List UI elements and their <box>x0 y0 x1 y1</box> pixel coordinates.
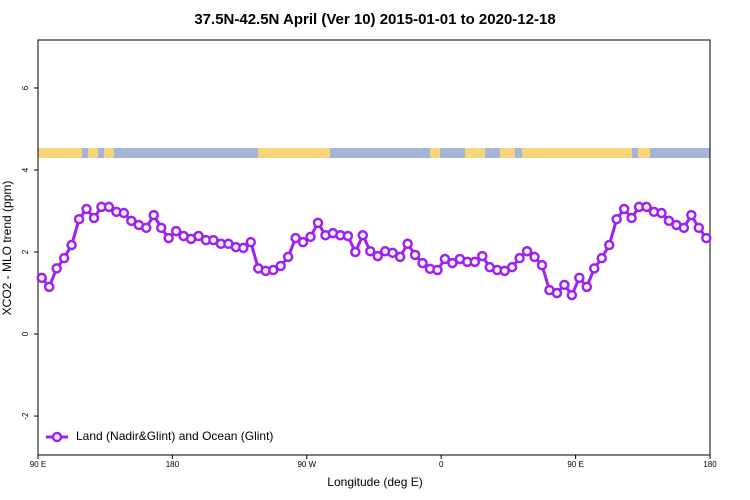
data-point <box>245 236 257 248</box>
y-tick-label: 0 <box>21 331 30 336</box>
x-tick-label: 180 <box>166 460 180 469</box>
data-point <box>58 252 70 264</box>
data-point <box>581 281 593 293</box>
data-point <box>282 251 294 263</box>
data-point <box>312 217 324 229</box>
data-point <box>432 264 443 276</box>
data-point <box>342 230 354 242</box>
data-point <box>514 252 525 264</box>
plot-frame <box>37 39 711 456</box>
x-tick-label: 90 E <box>567 460 583 469</box>
x-tick-label: 180 <box>703 460 717 469</box>
data-point <box>394 251 406 263</box>
y-tick-label: -2 <box>21 412 30 420</box>
data-point <box>118 207 130 219</box>
data-point <box>305 231 316 243</box>
data-point <box>81 203 92 215</box>
data-point <box>66 239 77 251</box>
data-point <box>357 229 369 241</box>
data-point <box>365 245 376 257</box>
data-point <box>551 287 563 299</box>
data-point <box>447 257 458 269</box>
data-point <box>193 230 204 242</box>
data-point <box>290 232 301 244</box>
y-tick-label: 6 <box>21 85 30 90</box>
legend-label: Land (Nadir&Glint) and Ocean (Glint) <box>76 429 273 443</box>
data-point <box>103 201 115 213</box>
data-point <box>409 249 421 261</box>
data-point <box>155 222 167 234</box>
data-point <box>402 238 413 250</box>
data-point <box>170 225 182 237</box>
data-point <box>417 257 428 269</box>
data-point <box>43 281 55 293</box>
data-point <box>536 259 548 271</box>
data-point <box>372 250 383 262</box>
y-tick-label: 2 <box>21 249 30 254</box>
land-ocean-strip <box>38 148 710 158</box>
legend-marker <box>51 431 63 443</box>
data-point <box>618 203 630 215</box>
data-point <box>267 264 279 276</box>
data-point <box>469 256 481 268</box>
data-point <box>275 260 286 272</box>
data-point <box>574 272 585 284</box>
data-point <box>36 272 47 284</box>
data-point <box>163 232 174 244</box>
data-point <box>626 212 637 224</box>
data-point <box>603 239 615 251</box>
data-point <box>596 252 607 264</box>
data-point <box>566 289 578 301</box>
data-point <box>611 213 622 225</box>
data-point <box>506 261 518 273</box>
x-axis-label: Longitude (deg E) <box>327 475 422 489</box>
data-point <box>656 207 667 219</box>
data-point <box>529 251 540 263</box>
data-point <box>126 215 137 227</box>
data-point <box>297 236 309 248</box>
data-point <box>663 215 675 227</box>
data-point <box>88 212 100 224</box>
chart-title: 37.5N-42.5N April (Ver 10) 2015-01-01 to… <box>194 11 555 28</box>
data-point <box>73 213 85 225</box>
data-point <box>693 222 705 234</box>
data-point <box>701 232 712 244</box>
data-point <box>678 222 690 234</box>
data-point <box>477 250 488 262</box>
y-tick-label: 4 <box>21 167 30 172</box>
data-point <box>641 201 652 213</box>
data-point <box>51 263 62 274</box>
data-point <box>559 279 570 291</box>
data-point <box>439 253 451 265</box>
data-point <box>238 242 249 254</box>
x-tick-label: 0 <box>439 460 444 469</box>
data-point <box>686 209 697 221</box>
y-axis-label: XCO2 - MLO trend (ppm) <box>0 181 14 316</box>
data-point <box>387 247 398 259</box>
data-point <box>141 222 152 234</box>
x-tick-label: 90 E <box>30 460 46 469</box>
data-point <box>148 209 159 221</box>
data-point <box>589 263 600 274</box>
data-point <box>521 245 533 257</box>
x-tick-label: 90 W <box>297 460 316 469</box>
data-point <box>350 246 361 258</box>
